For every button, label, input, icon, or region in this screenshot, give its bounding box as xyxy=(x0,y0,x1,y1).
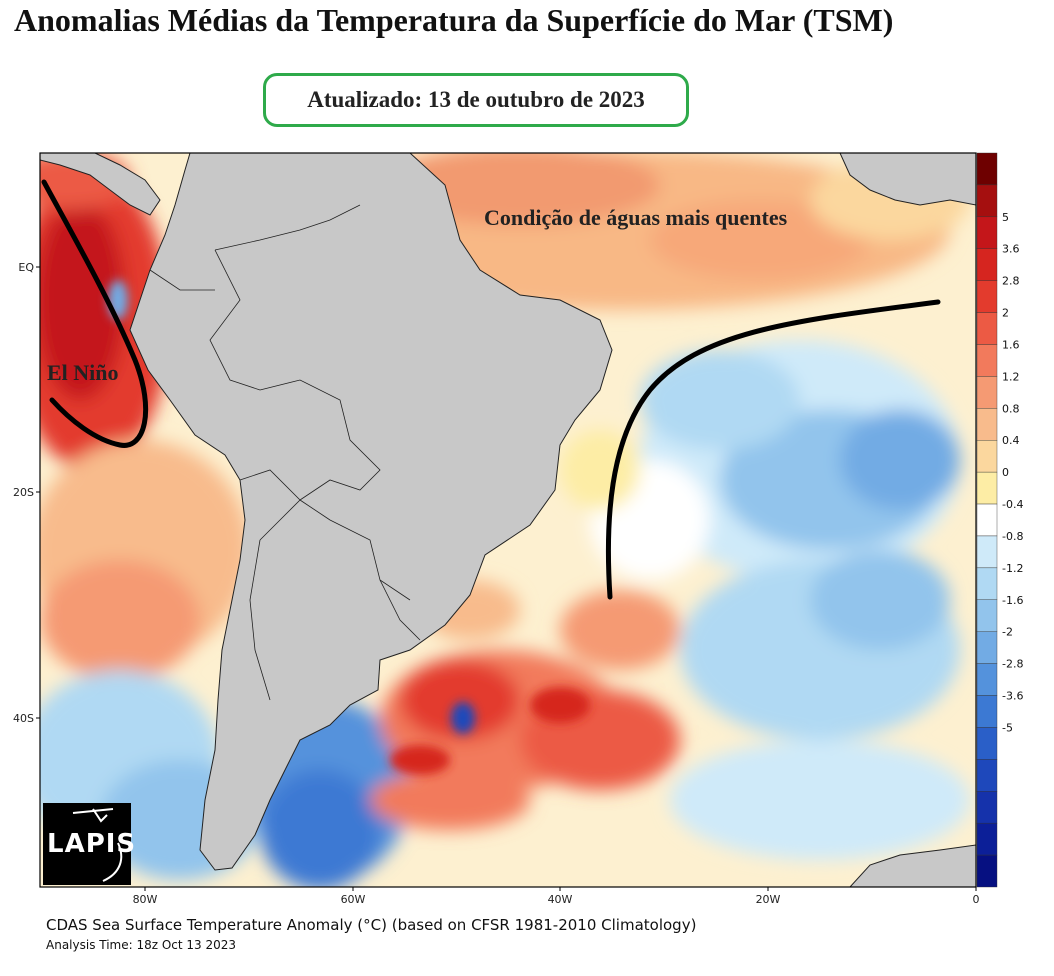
colorbar-label: -2 xyxy=(1002,626,1013,639)
colorbar-swatch xyxy=(976,440,998,473)
map-title: Anomalias Médias da Temperatura da Super… xyxy=(14,2,894,38)
colorbar-swatch xyxy=(976,822,998,856)
colorbar-label: 5 xyxy=(1002,211,1009,224)
colorbar-swatch xyxy=(976,152,998,186)
colorbar-swatch xyxy=(976,663,998,696)
el-nino-contour xyxy=(41,179,149,448)
colorbar-label: -5 xyxy=(1002,721,1013,734)
analysis-time: Analysis Time: 18z Oct 13 2023 xyxy=(46,938,237,952)
colorbar-label: -3.6 xyxy=(1002,690,1023,703)
colorbar-label: -1.2 xyxy=(1002,562,1023,575)
colorbar-swatch xyxy=(976,599,998,632)
colorbar-swatch xyxy=(976,184,998,218)
colorbar-label: 1.2 xyxy=(1002,370,1020,383)
colorbar-swatch xyxy=(976,503,998,537)
lon-label-60w: 60W xyxy=(341,893,366,906)
lat-label-40s: 40S xyxy=(13,712,34,725)
south-america-landmass xyxy=(129,153,613,871)
colorbar-swatch xyxy=(976,727,998,760)
colorbar-swatch xyxy=(976,216,998,249)
lon-label-20w: 20W xyxy=(756,893,781,906)
longitude-labels: 80W 60W 40W 20W 0 xyxy=(133,887,980,906)
lat-label-eq: EQ xyxy=(18,261,34,274)
map-frame xyxy=(39,152,977,888)
logo-text: LAPIS xyxy=(47,829,137,859)
central-america-landmass xyxy=(40,153,161,216)
warm-water-boundary-contour xyxy=(605,299,941,600)
colorbar-label: 0.4 xyxy=(1002,434,1020,447)
antarctic-peninsula xyxy=(849,844,976,887)
colorbar-swatch xyxy=(976,695,998,728)
chart-footer-title: CDAS Sea Surface Temperature Anomaly (°C… xyxy=(46,916,697,934)
colorbar-swatch xyxy=(976,376,998,409)
updated-date-label: Atualizado: 13 de outubro de 2023 xyxy=(263,73,689,127)
colorbar-label: 3.6 xyxy=(1002,243,1020,256)
colorbar-label: 2 xyxy=(1002,307,1009,320)
colorbar-swatch xyxy=(976,631,998,664)
colorbar-label: 0.8 xyxy=(1002,402,1020,415)
colorbar-label: 0 xyxy=(1002,466,1009,479)
colorbar-swatch xyxy=(976,280,998,313)
colorbar-swatch xyxy=(976,854,998,888)
colorbar-label: 1.6 xyxy=(1002,338,1020,351)
colorbar-swatch xyxy=(976,471,998,505)
colorbar: 5 3.6 2.8 2 1.6 1.2 0.8 0.4 0 -0.4 -0.8 -1.2 -1.6 -2 -… xyxy=(976,152,1023,888)
colorbar-label: -1.6 xyxy=(1002,594,1023,607)
el-nino-annotation: El Niño xyxy=(47,360,119,385)
lon-label-0: 0 xyxy=(973,893,980,906)
ocean-anomaly-field xyxy=(40,153,976,887)
warm-water-annotation: Condição de águas mais quentes xyxy=(484,205,788,230)
colorbar-swatch xyxy=(976,248,998,281)
lon-label-40w: 40W xyxy=(548,893,573,906)
satellite-icon xyxy=(72,808,123,882)
colorbar-swatch xyxy=(976,759,998,792)
colorbar-label: -2.8 xyxy=(1002,658,1023,671)
africa-landmass xyxy=(839,153,976,206)
colorbar-label: -0.8 xyxy=(1002,530,1023,543)
updated-date-text: Atualizado: 13 de outubro de 2023 xyxy=(307,87,645,112)
colorbar-swatch xyxy=(976,567,998,600)
colorbar-swatch xyxy=(976,344,998,377)
lat-label-20s: 20S xyxy=(13,486,34,499)
colorbar-swatch xyxy=(976,408,998,441)
colorbar-label: 2.8 xyxy=(1002,275,1020,288)
colorbar-label: -0.4 xyxy=(1002,498,1023,511)
land-masses xyxy=(40,153,976,887)
lapis-logo: LAPIS xyxy=(43,803,137,885)
colorbar-swatch xyxy=(976,535,998,569)
colorbar-swatch xyxy=(976,312,998,345)
lon-label-80w: 80W xyxy=(133,893,158,906)
sst-anomaly-map: Condição de águas mais quentes El Niño E… xyxy=(13,152,1023,906)
colorbar-swatch xyxy=(976,791,998,824)
latitude-labels: EQ 20S 40S xyxy=(13,261,40,725)
